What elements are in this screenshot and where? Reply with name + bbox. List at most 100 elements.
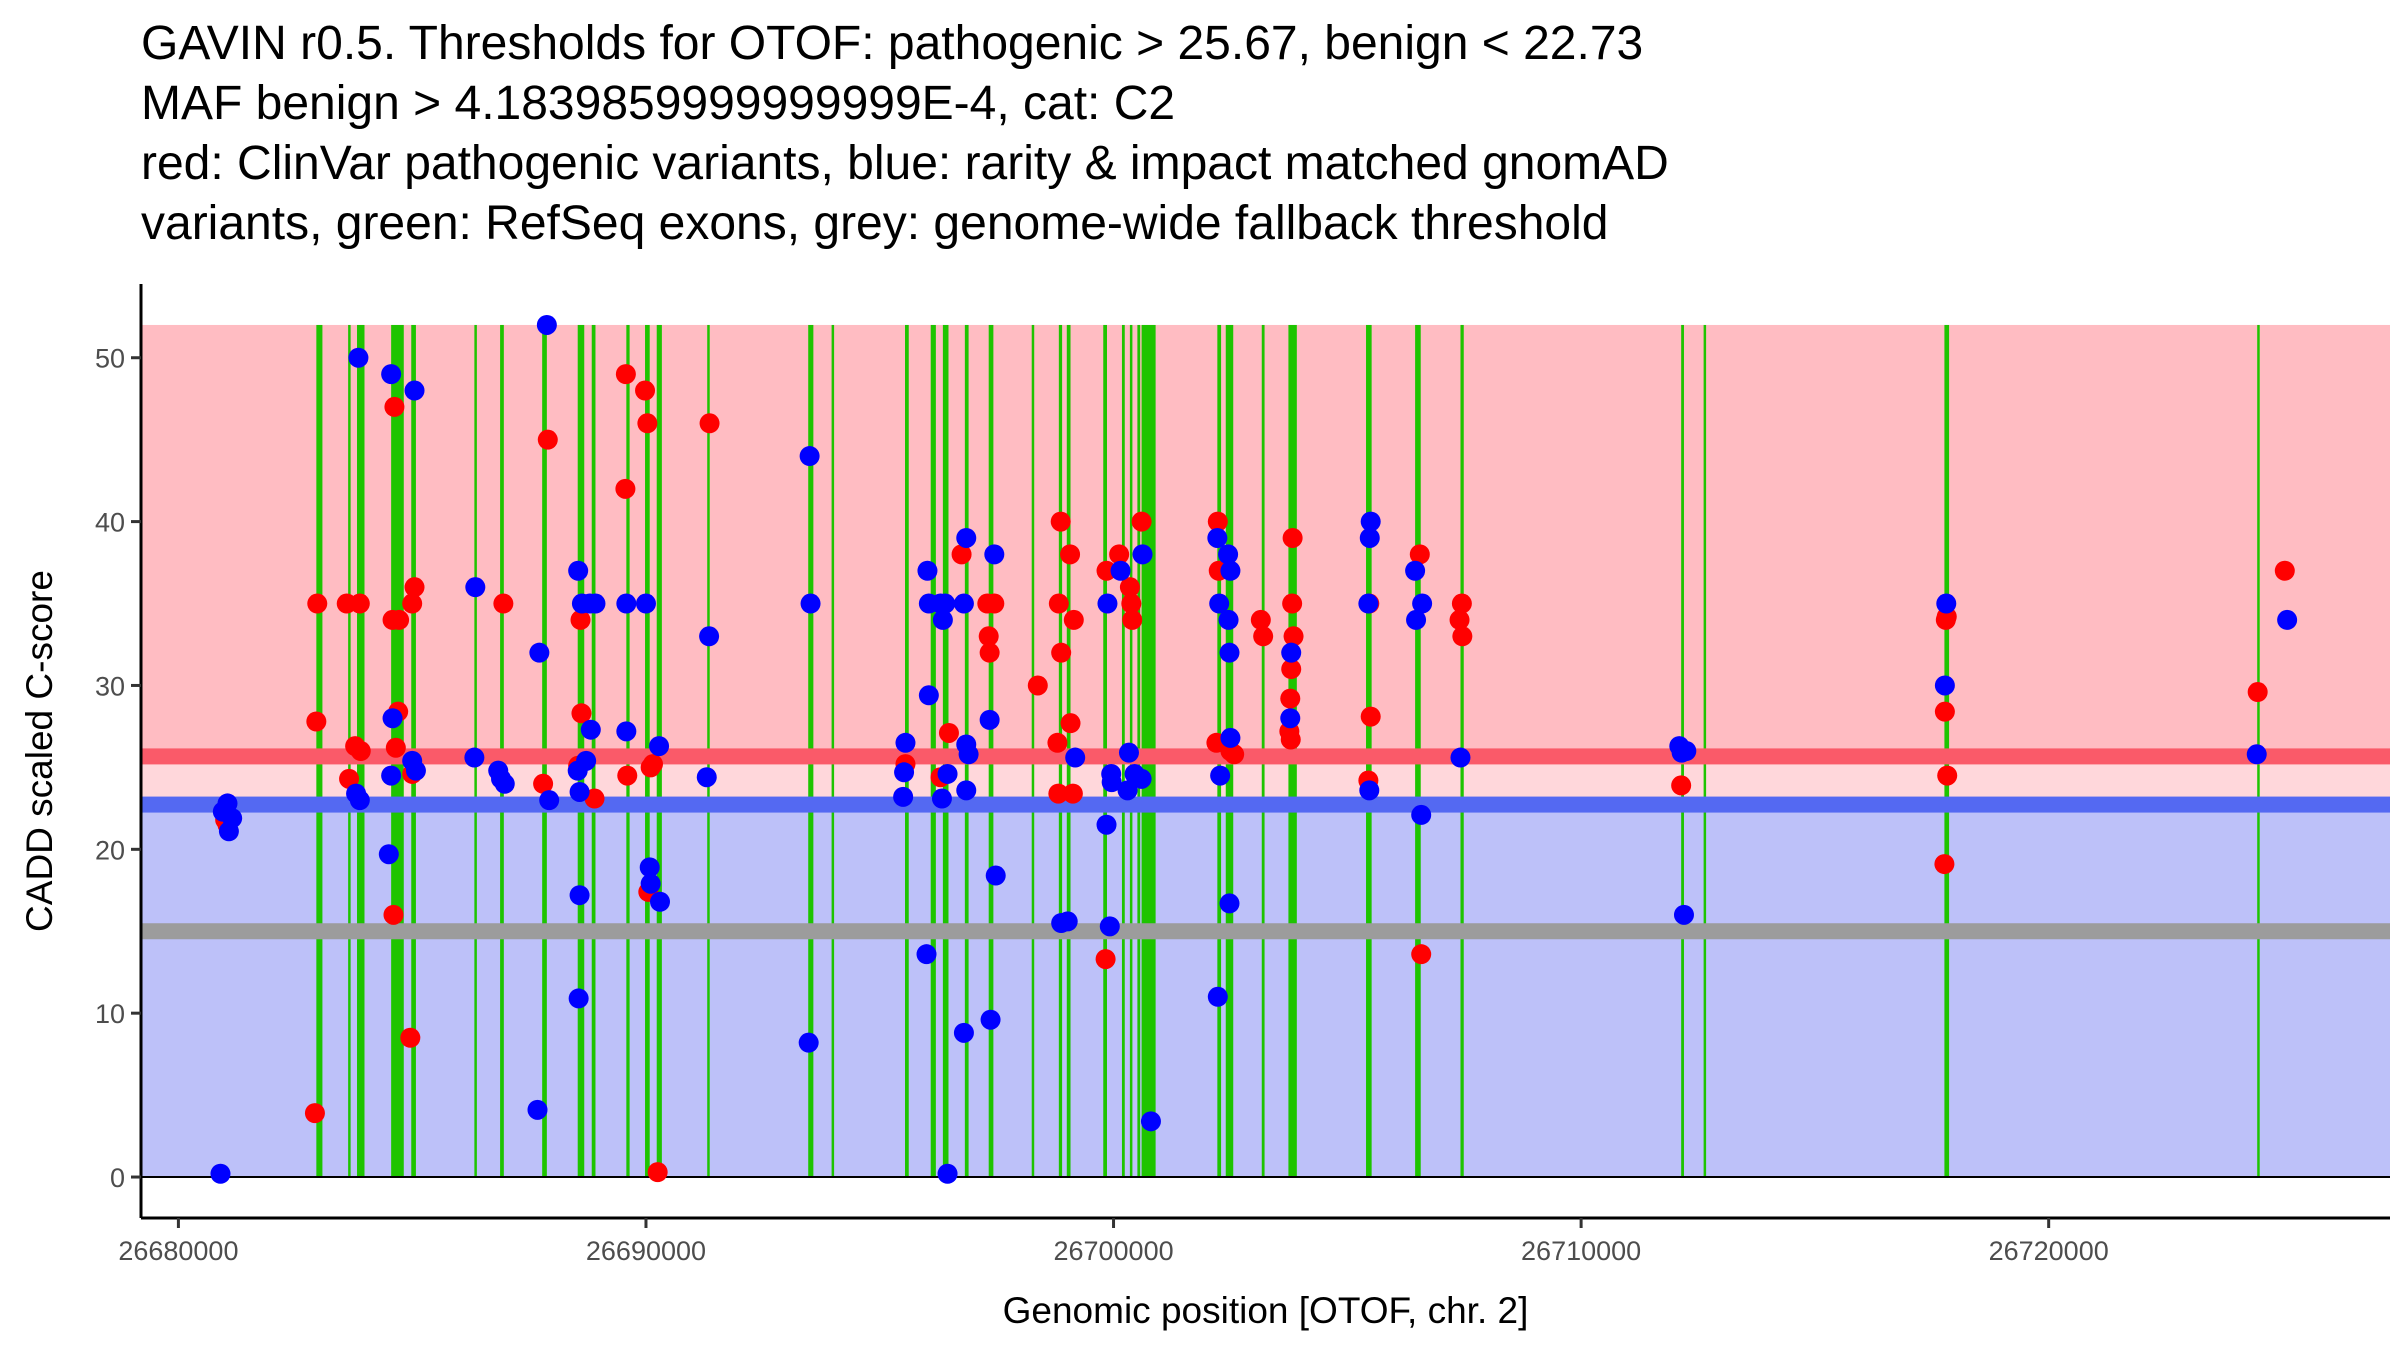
- pathogenic-point: [1122, 609, 1143, 630]
- pathogenic-point: [1048, 783, 1069, 804]
- y-tick-label: 50: [95, 344, 125, 374]
- benign-point: [1101, 772, 1122, 793]
- benign-point: [1207, 986, 1228, 1007]
- benign-point: [568, 988, 589, 1009]
- benign-point: [1360, 511, 1381, 532]
- pathogenic-point: [1109, 544, 1130, 565]
- benign-point: [539, 790, 560, 811]
- benign-point: [956, 527, 977, 548]
- title-line-1: GAVIN r0.5. Thresholds for OTOF: pathoge…: [141, 17, 1644, 70]
- pathogenic-point: [571, 703, 592, 724]
- x-tick-label: 26690000: [586, 1236, 706, 1266]
- pathogenic-point: [306, 711, 327, 732]
- benign-point: [953, 593, 974, 614]
- benign-point: [1450, 747, 1471, 768]
- benign-point: [585, 593, 606, 614]
- pathogenic-point: [400, 1027, 421, 1048]
- benign-point: [1110, 560, 1131, 581]
- axes: 26680000 26690000 26700000 26710000 26720000…: [95, 284, 2390, 1266]
- pathogenic-threshold: [141, 748, 2390, 765]
- pathogenic-point: [1409, 544, 1430, 565]
- benign-point: [580, 719, 601, 740]
- pathogenic-point: [1051, 642, 1072, 663]
- pathogenic-point: [615, 478, 636, 499]
- y-tick-label: 30: [95, 671, 125, 701]
- benign-point: [378, 844, 399, 865]
- benign-point: [1207, 527, 1228, 548]
- pathogenic-point: [938, 722, 959, 743]
- pathogenic-point: [307, 593, 328, 614]
- benign-point: [1359, 780, 1380, 801]
- pathogenic-point: [1060, 713, 1081, 734]
- pathogenic-point: [951, 544, 972, 565]
- benign-point: [893, 786, 914, 807]
- benign-point: [932, 609, 953, 630]
- benign-point: [382, 708, 403, 729]
- pathogenic-point: [1282, 527, 1303, 548]
- pathogenic-point: [615, 364, 636, 385]
- benign-point: [529, 642, 550, 663]
- benign-point: [1219, 893, 1240, 914]
- benign-point: [1117, 780, 1138, 801]
- benign-point: [1209, 593, 1230, 614]
- benign-point: [1412, 593, 1433, 614]
- benign-point: [935, 593, 956, 614]
- benign-point: [958, 744, 979, 765]
- benign-point: [650, 891, 670, 912]
- benign-point: [616, 721, 637, 742]
- benign-point: [980, 1009, 1001, 1030]
- x-tick-label: 26680000: [118, 1236, 238, 1266]
- benign-point: [649, 736, 670, 757]
- y-tick-label: 0: [110, 1163, 125, 1193]
- pathogenic-point: [533, 773, 554, 794]
- pathogenic-point: [1280, 729, 1301, 750]
- benign-point: [567, 760, 588, 781]
- benign-point: [1099, 916, 1120, 937]
- benign-point: [1096, 814, 1117, 835]
- pathogenic-point: [1224, 744, 1245, 765]
- pathogenic-point: [2247, 682, 2268, 703]
- benign-point: [895, 732, 916, 753]
- benign-point: [1218, 609, 1239, 630]
- benign-point: [1676, 741, 1697, 761]
- benign-point: [931, 788, 952, 809]
- pathogenic-point: [637, 413, 658, 434]
- benign-point: [1057, 911, 1078, 932]
- pathogenic-point: [384, 396, 405, 417]
- benign-point: [1934, 675, 1955, 696]
- benign-point: [1065, 747, 1086, 768]
- pathogenic-point: [1281, 659, 1302, 680]
- benign-point: [985, 865, 1006, 886]
- benign-point: [1358, 593, 1379, 614]
- benign-point: [536, 314, 557, 335]
- benign-point: [918, 685, 939, 706]
- benign-point: [799, 446, 820, 467]
- pathogenic-point: [1937, 765, 1958, 786]
- chart-title: GAVIN r0.5. Thresholds for OTOF: pathoge…: [141, 14, 1669, 254]
- benign-point: [1131, 768, 1152, 789]
- y-tick-label: 20: [95, 835, 125, 865]
- benign-point: [1140, 1111, 1161, 1132]
- benign-point: [568, 560, 589, 581]
- pathogenic-point: [617, 765, 638, 786]
- benign-point: [527, 1099, 548, 1120]
- benign-point: [916, 944, 937, 965]
- benign-point: [1936, 593, 1957, 614]
- pathogenic-point: [304, 1103, 325, 1124]
- benign-point: [894, 762, 915, 783]
- benign-point: [616, 593, 637, 614]
- pathogenic-point: [984, 593, 1005, 614]
- benign-point: [464, 747, 485, 768]
- benign-point: [1097, 593, 1118, 614]
- pathogenic-point: [383, 904, 404, 925]
- pathogenic-point: [1027, 675, 1048, 696]
- benign-point: [405, 760, 426, 781]
- pathogenic-point: [699, 413, 720, 434]
- y-axis-label: CADD scaled C-score: [19, 570, 60, 932]
- pathogenic-point: [537, 429, 558, 450]
- x-tick-label: 26710000: [1521, 1236, 1641, 1266]
- y-tick-label: 10: [95, 999, 125, 1029]
- benign-point: [1411, 804, 1432, 825]
- benign-point: [1359, 527, 1380, 548]
